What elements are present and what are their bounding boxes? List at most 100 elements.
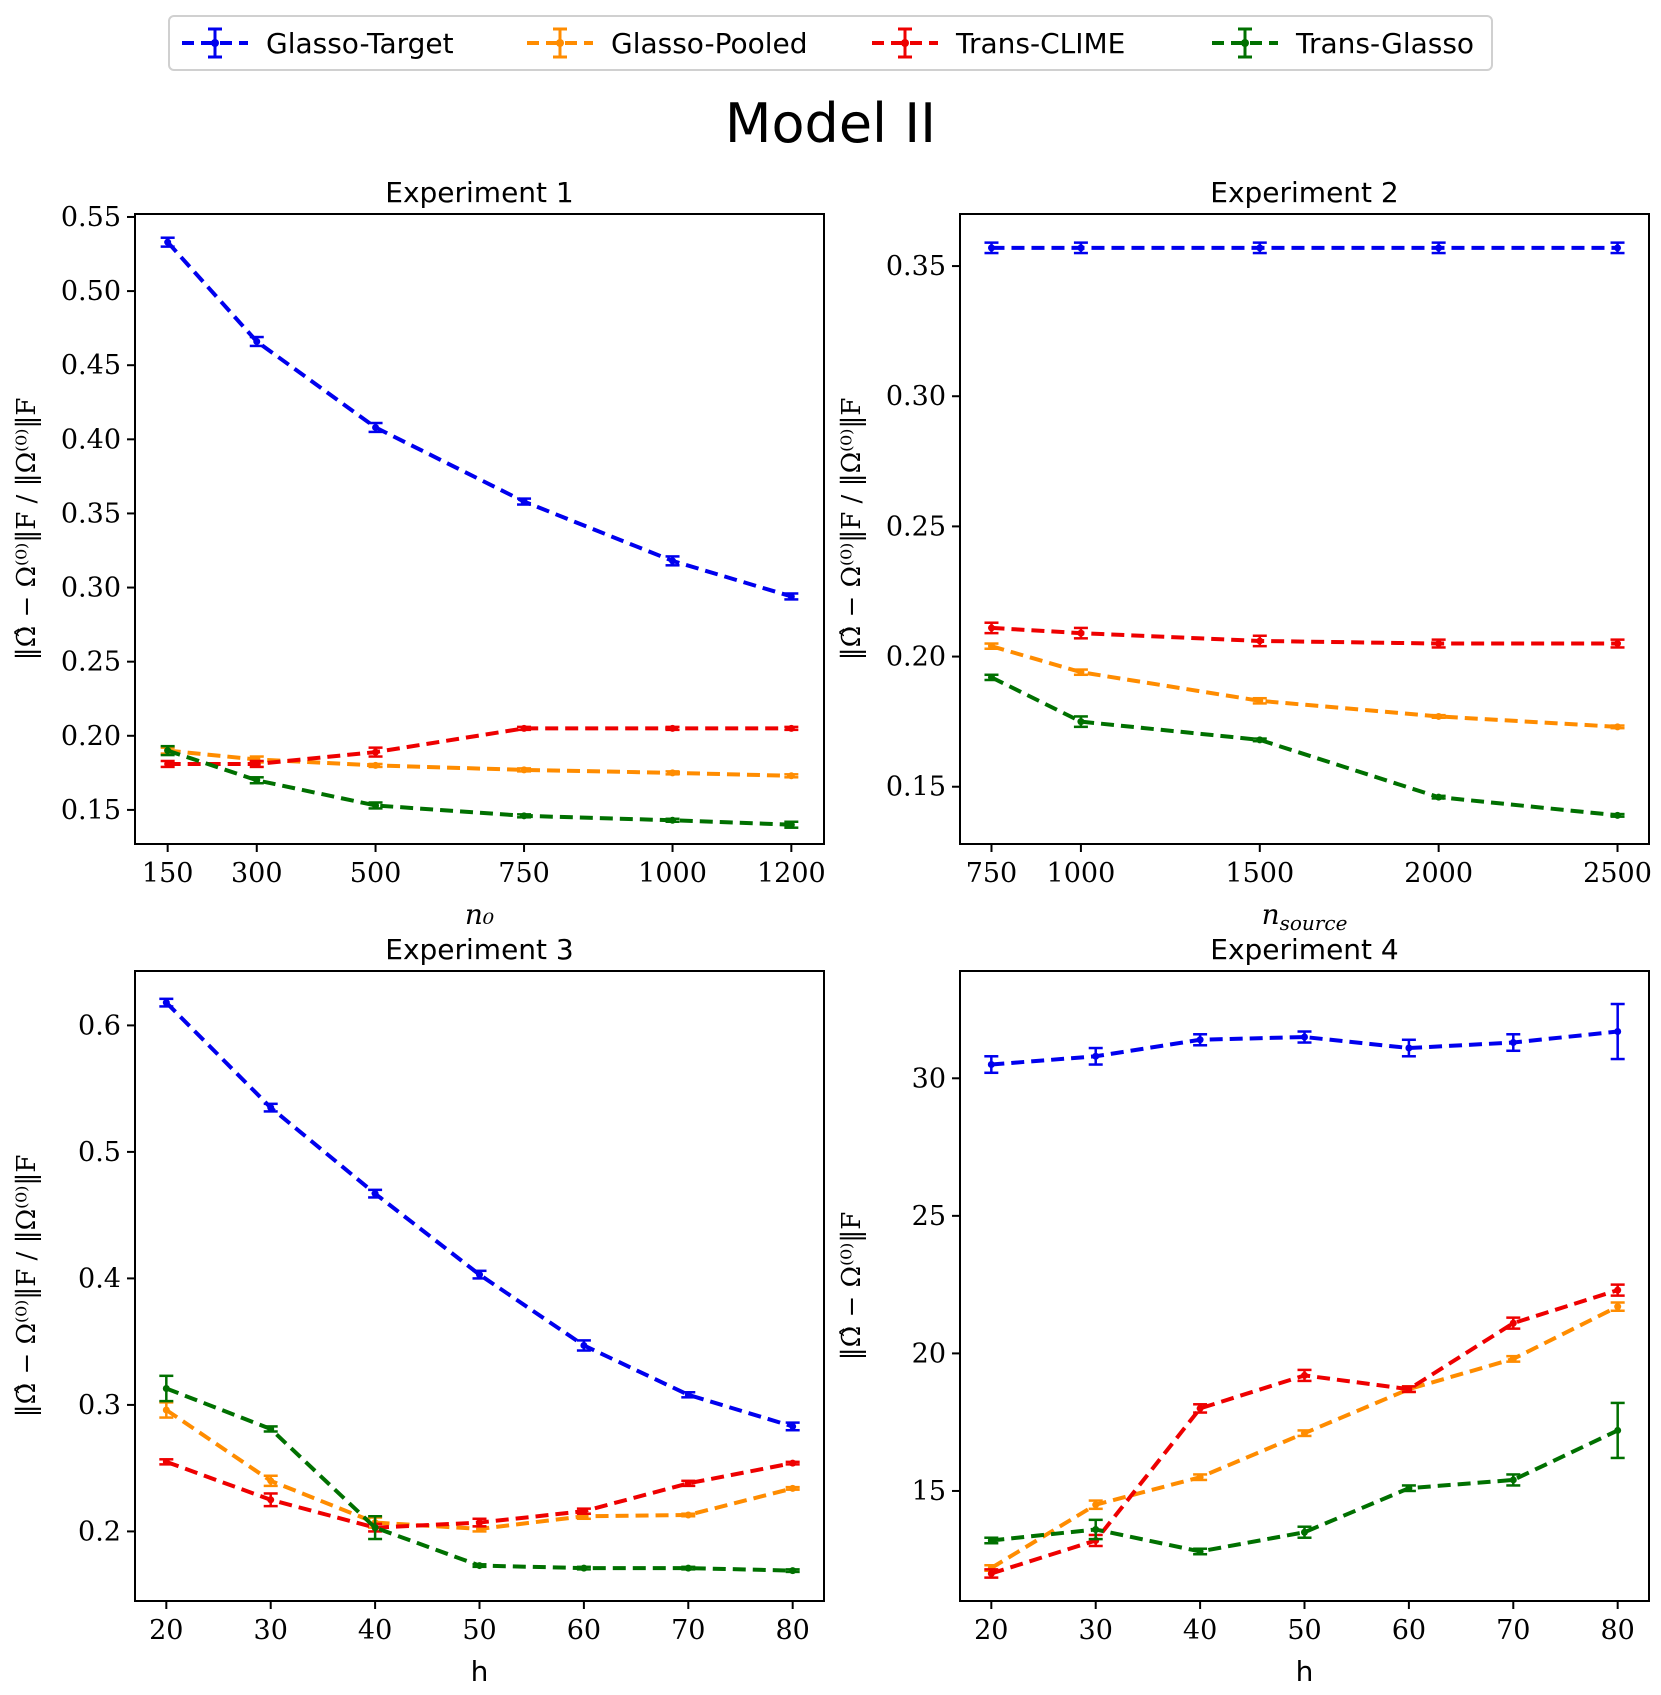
- x-axis-label: n₀: [465, 898, 494, 931]
- axes-frame: [134, 213, 825, 845]
- x-tick-label: 20: [974, 1615, 1008, 1646]
- data-point: [669, 557, 677, 565]
- data-point: [1077, 668, 1085, 676]
- legend-item-glasso-target: Glasso-Target: [180, 17, 454, 69]
- series-line: [991, 625, 1618, 646]
- legend-label-trans-clime: Trans-CLIME: [956, 26, 1126, 60]
- legend-label-glasso-pooled: Glasso-Pooled: [611, 26, 808, 60]
- legend-item-glasso-pooled: Glasso-Pooled: [525, 17, 808, 69]
- y-tick-label: 0.3: [78, 1390, 121, 1421]
- series-trans-clime: [159, 1458, 800, 1533]
- series-line: [167, 748, 792, 827]
- legend-item-trans-glasso: Trans-Glasso: [1210, 17, 1474, 69]
- data-point: [1509, 1039, 1517, 1047]
- data-point: [1256, 736, 1264, 744]
- y-tick-label: 0.55: [61, 202, 121, 233]
- data-point: [1614, 640, 1622, 648]
- y-tick-label: 0.5: [78, 1137, 121, 1168]
- data-point: [1301, 1528, 1308, 1536]
- data-point: [669, 816, 677, 824]
- y-tick-label: 0.4: [78, 1263, 121, 1294]
- y-axis-label: ‖Ω̂ − Ω⁽⁰⁾‖F / ‖Ω⁽⁰⁾‖F: [12, 398, 42, 661]
- data-point: [372, 748, 380, 756]
- data-point: [787, 724, 795, 732]
- data-point: [1435, 793, 1443, 801]
- legend-swatch-trans-clime: [872, 27, 938, 59]
- x-tick-label: 1200: [757, 858, 826, 889]
- data-point: [253, 337, 261, 345]
- data-point: [1614, 811, 1622, 819]
- panel-title: Experiment 2: [1210, 176, 1399, 209]
- data-point: [1256, 697, 1264, 705]
- series-line: [990, 675, 1618, 818]
- data-point: [476, 1271, 483, 1279]
- panel-title: Experiment 1: [385, 176, 574, 209]
- data-point: [1077, 718, 1085, 726]
- data-point: [267, 1104, 275, 1112]
- figure-title: Model II: [724, 92, 937, 155]
- x-tick-label: 40: [1183, 1615, 1217, 1646]
- data-point: [162, 1384, 170, 1392]
- data-point: [1301, 1371, 1308, 1379]
- axes-frame: [959, 213, 1650, 845]
- data-point: [267, 1496, 275, 1504]
- data-point: [1256, 637, 1264, 645]
- data-point: [1435, 712, 1443, 720]
- data-point: [520, 498, 528, 506]
- data-point: [1077, 244, 1085, 252]
- data-point: [789, 1567, 797, 1575]
- x-tick-label: 70: [1496, 1615, 1530, 1646]
- legend-label-trans-glasso: Trans-Glasso: [1296, 26, 1475, 60]
- data-point: [371, 1524, 379, 1532]
- y-tick-label: 0.2: [78, 1516, 121, 1547]
- x-tick-label: 80: [776, 1615, 810, 1646]
- y-tick-label: 30: [912, 1063, 946, 1094]
- data-point: [476, 1519, 483, 1527]
- data-point: [684, 1564, 692, 1572]
- series-line: [167, 748, 792, 778]
- y-tick-label: 15: [912, 1476, 946, 1507]
- data-point: [1614, 1426, 1622, 1434]
- y-tick-label: 0.30: [886, 381, 946, 412]
- data-point: [987, 642, 995, 650]
- data-point: [1435, 640, 1443, 648]
- data-point: [684, 1511, 692, 1519]
- legend-label-glasso-target: Glasso-Target: [266, 26, 454, 60]
- data-point: [267, 1477, 275, 1485]
- legend: Glasso-Target Glasso-Pooled Trans-CLIME: [168, 15, 1493, 71]
- legend-swatch-glasso-pooled: [527, 27, 593, 59]
- data-point: [476, 1562, 483, 1570]
- data-point: [371, 1190, 379, 1198]
- data-point: [162, 999, 170, 1007]
- x-tick-label: 50: [1287, 1615, 1321, 1646]
- data-point: [789, 1459, 797, 1467]
- y-tick-label: 0.45: [61, 350, 121, 381]
- data-point: [987, 244, 995, 252]
- x-tick-label: 30: [254, 1615, 288, 1646]
- series-glasso-pooled: [159, 1401, 800, 1533]
- x-axis-label: h: [471, 1655, 489, 1688]
- data-point: [1435, 244, 1443, 252]
- data-point: [987, 1061, 995, 1069]
- data-point: [372, 423, 380, 431]
- series-glasso-target: [159, 997, 800, 1432]
- x-tick-label: 80: [1601, 1615, 1635, 1646]
- data-point: [1196, 1473, 1204, 1481]
- x-tick-label: 70: [671, 1615, 705, 1646]
- y-axis-label: ‖Ω̂ − Ω⁽⁰⁾‖F: [837, 1212, 867, 1361]
- data-point: [684, 1391, 692, 1399]
- data-point: [669, 769, 677, 777]
- data-point: [164, 760, 172, 768]
- data-point: [162, 1458, 170, 1466]
- x-tick-label: 60: [567, 1615, 601, 1646]
- x-axis-label: nsource: [1262, 898, 1348, 935]
- y-tick-label: 0.35: [886, 251, 946, 282]
- data-point: [162, 1406, 170, 1414]
- chart-panel-2: Experiment 2 750 1000 1500 2000 2500 0.15 0.20 0…: [837, 176, 1652, 935]
- y-tick-label: 25: [912, 1201, 946, 1232]
- data-point: [1092, 1525, 1100, 1533]
- data-point: [1614, 1303, 1622, 1311]
- y-tick-label: 0.40: [61, 424, 121, 455]
- y-tick-label: 0.6: [78, 1010, 121, 1041]
